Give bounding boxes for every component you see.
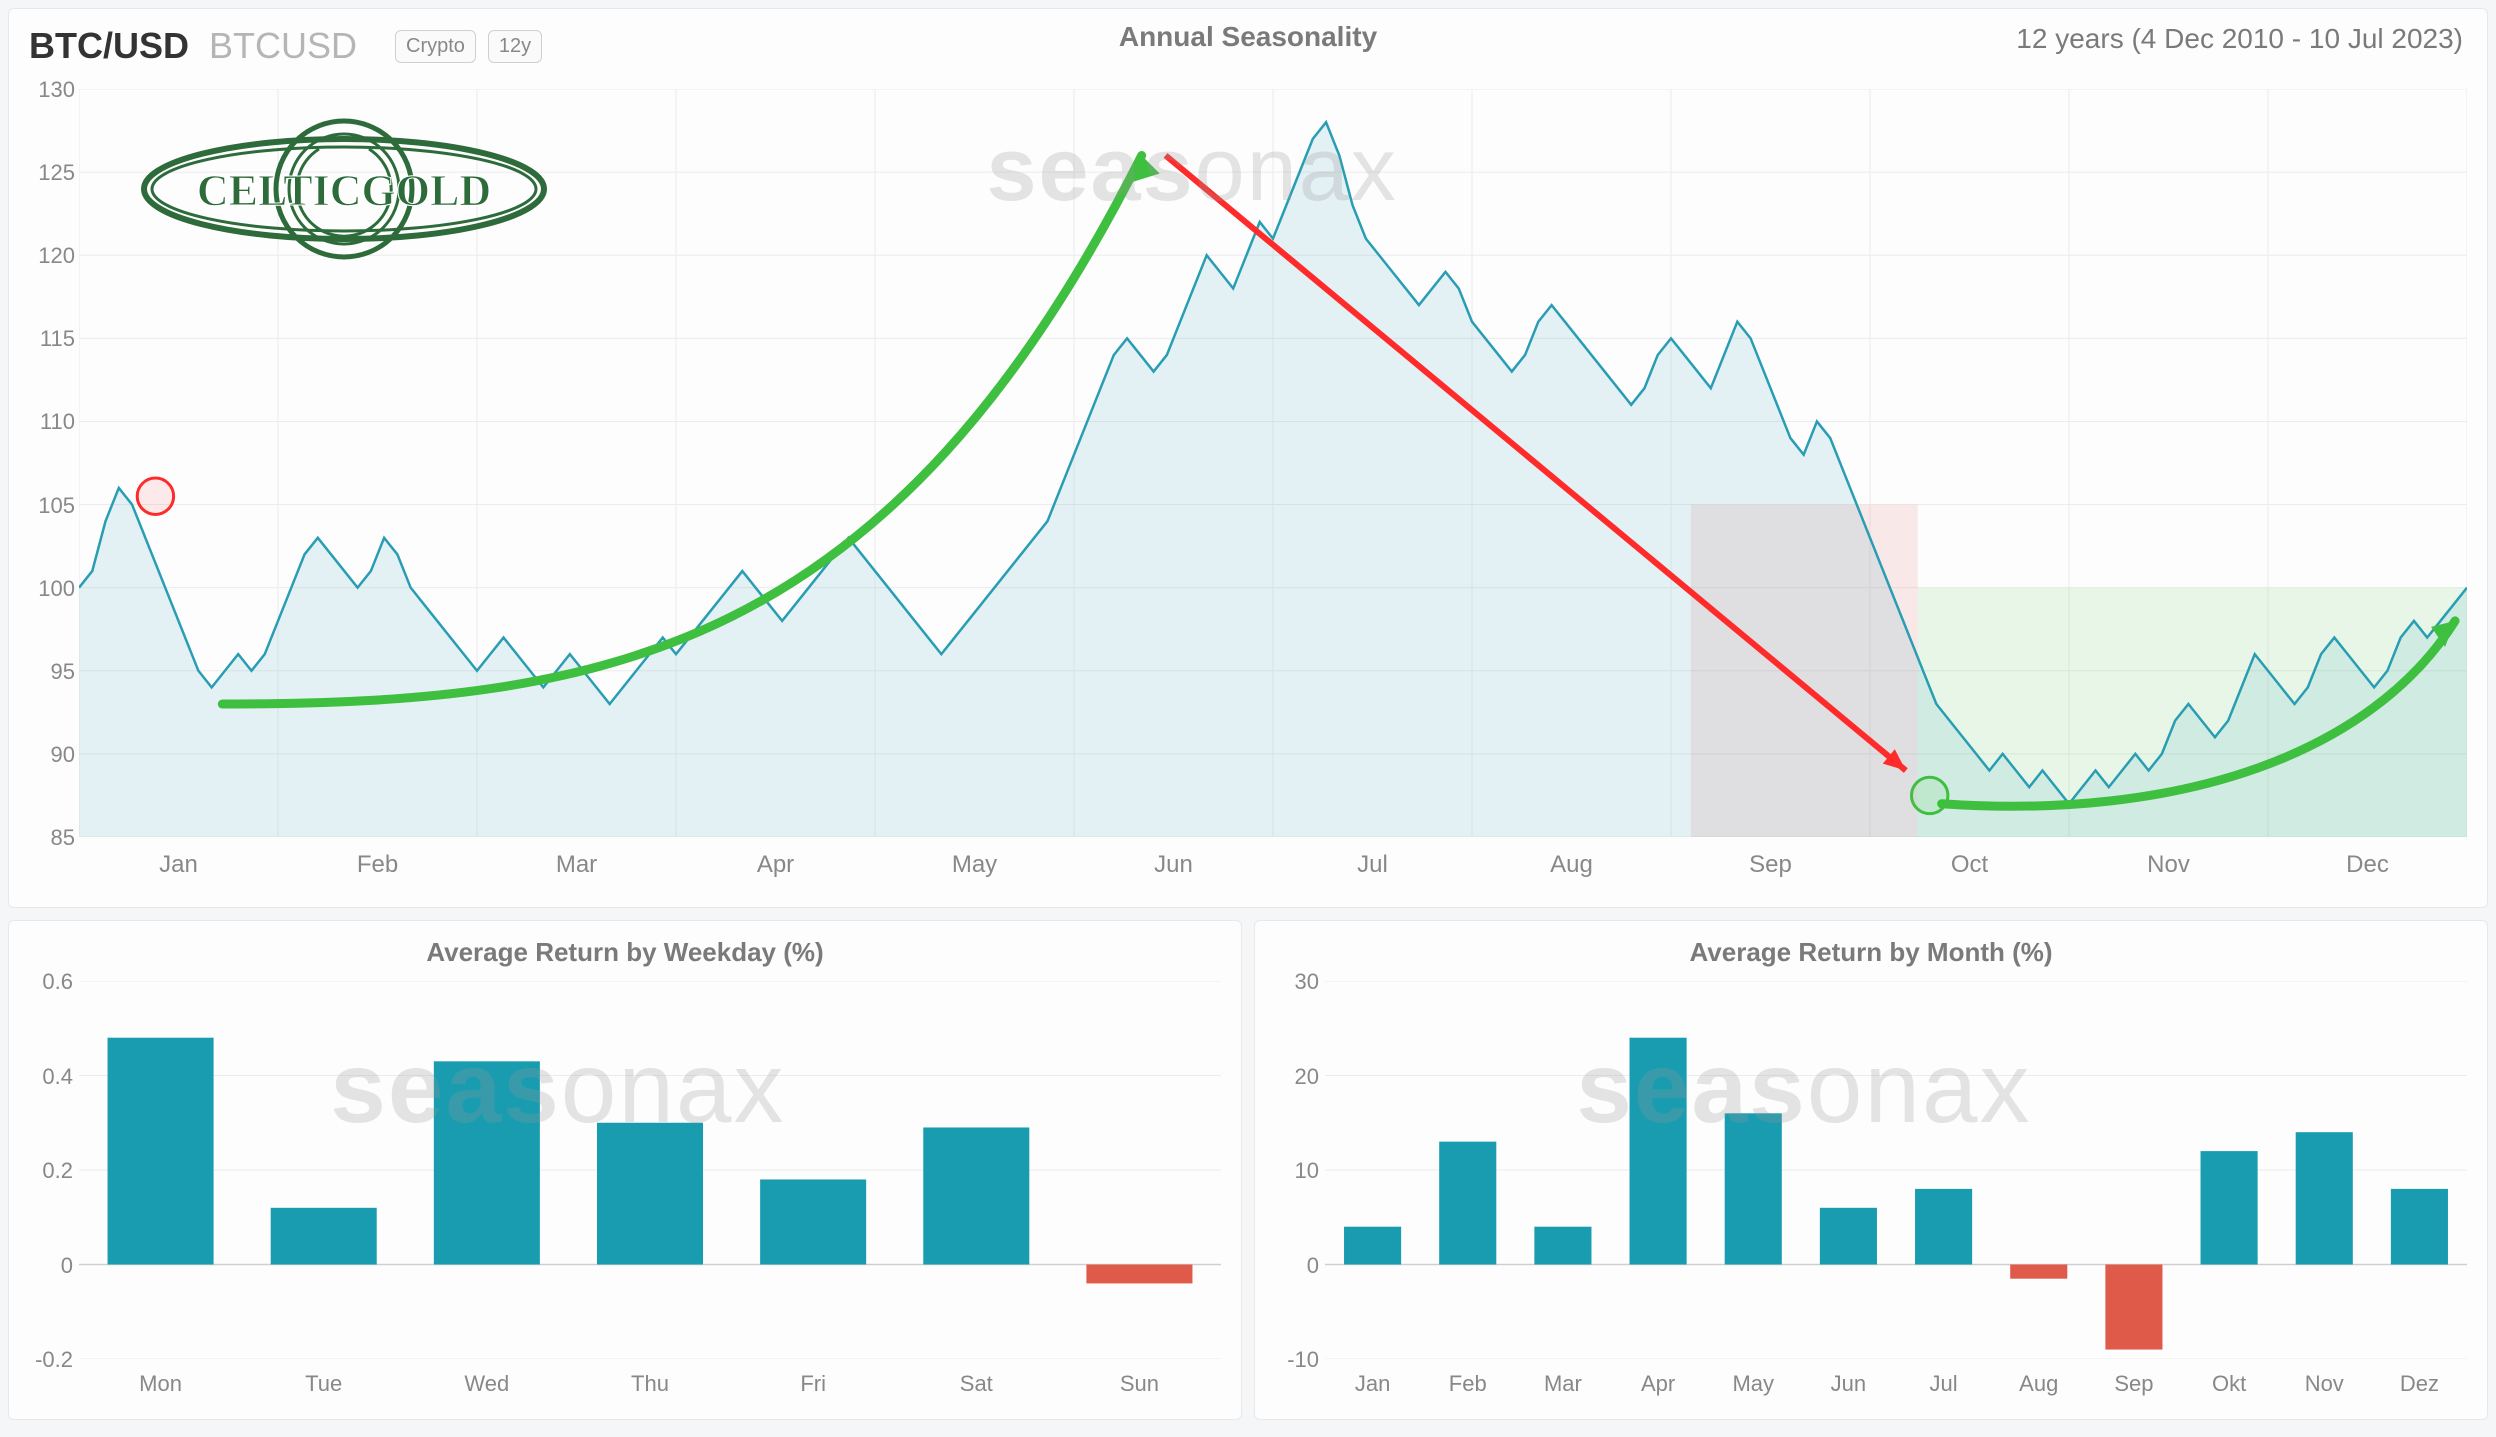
y-tick-label: 100 [27,576,75,602]
y-tick-label: 0.4 [21,1064,73,1090]
x-tick-label: Mar [1529,1371,1597,1397]
x-tick-label: May [945,851,1005,879]
y-tick-label: 0 [21,1253,73,1279]
x-tick-label: Apr [746,851,806,879]
month-panel: Average Return by Month (%) seasonax -10… [1254,920,2488,1420]
y-tick-label: -10 [1267,1347,1319,1373]
y-tick-label: 0 [1267,1253,1319,1279]
y-tick-label: -0.2 [21,1347,73,1373]
x-tick-label: Mon [127,1371,195,1397]
month-chart: seasonax [1325,981,2467,1359]
seasonality-panel: BTC/USD BTCUSD Crypto 12y Annual Seasona… [8,8,2488,908]
weekday-chart: seasonax [79,981,1221,1359]
x-tick-label: Okt [2195,1371,2263,1397]
x-tick-label: Jun [1814,1371,1882,1397]
y-tick-label: 130 [27,77,75,103]
x-tick-label: Nov [2139,851,2199,879]
badge-crypto[interactable]: Crypto [395,30,476,63]
x-tick-label: Dez [2385,1371,2453,1397]
x-tick-label: Oct [1940,851,2000,879]
logo-text: CELTICGOLD [197,166,491,215]
x-tick-label: Dec [2338,851,2398,879]
x-tick-label: Apr [1624,1371,1692,1397]
y-tick-label: 90 [27,742,75,768]
x-tick-label: Wed [453,1371,521,1397]
main-chart: seasonax CELTICGOLD [79,89,2467,837]
y-tick-label: 125 [27,160,75,186]
x-tick-label: Mar [547,851,607,879]
x-tick-label: Sun [1105,1371,1173,1397]
y-tick-label: 0.2 [21,1158,73,1184]
y-tick-label: 0.6 [21,969,73,995]
x-tick-label: Jul [1343,851,1403,879]
weekday-svg [79,981,1221,1359]
date-range: 12 years (4 Dec 2010 - 10 Jul 2023) [2016,23,2463,55]
x-tick-label: Sat [942,1371,1010,1397]
x-tick-label: Nov [2290,1371,2358,1397]
symbol-light: BTCUSD [209,25,357,67]
x-tick-label: May [1719,1371,1787,1397]
y-tick-label: 30 [1267,969,1319,995]
y-tick-label: 120 [27,243,75,269]
x-tick-label: Aug [2005,1371,2073,1397]
y-tick-label: 110 [27,409,75,435]
x-tick-label: Jul [1910,1371,1978,1397]
x-tick-label: Sep [2100,1371,2168,1397]
x-tick-label: Tue [290,1371,358,1397]
weekday-panel: Average Return by Weekday (%) seasonax -… [8,920,1242,1420]
x-tick-label: Aug [1542,851,1602,879]
y-tick-label: 95 [27,659,75,685]
x-tick-label: Jun [1144,851,1204,879]
chart-title: Annual Seasonality [1119,21,1377,53]
x-tick-label: Feb [1434,1371,1502,1397]
x-tick-label: Sep [1741,851,1801,879]
x-tick-label: Fri [779,1371,847,1397]
x-tick-label: Jan [149,851,209,879]
y-tick-label: 115 [27,326,75,352]
month-svg [1325,981,2467,1359]
y-tick-label: 10 [1267,1158,1319,1184]
celticgold-logo: CELTICGOLD [129,109,559,274]
weekday-title: Average Return by Weekday (%) [29,937,1221,968]
month-title: Average Return by Month (%) [1275,937,2467,968]
x-tick-label: Jan [1339,1371,1407,1397]
y-tick-label: 105 [27,493,75,519]
symbol-bold: BTC/USD [29,25,189,67]
x-tick-label: Feb [348,851,408,879]
x-tick-label: Thu [616,1371,684,1397]
y-tick-label: 85 [27,825,75,851]
y-tick-label: 20 [1267,1064,1319,1090]
badge-period[interactable]: 12y [488,30,542,63]
